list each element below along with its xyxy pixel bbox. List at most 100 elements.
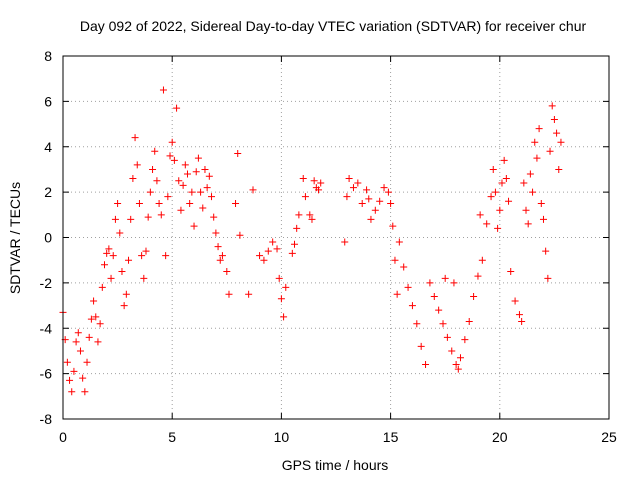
data-point [183, 170, 191, 178]
x-axis-label: GPS time / hours [282, 457, 389, 473]
data-point [151, 147, 159, 155]
data-point [181, 161, 189, 169]
data-point [232, 199, 240, 207]
data-point [273, 245, 281, 253]
data-point [456, 354, 464, 362]
data-point [157, 211, 165, 219]
data-point [194, 154, 202, 162]
data-point [125, 256, 133, 264]
data-point [223, 268, 231, 276]
data-point [363, 186, 371, 194]
data-point [66, 376, 74, 384]
data-point [387, 199, 395, 207]
data-point [476, 211, 484, 219]
data-point [76, 347, 84, 355]
data-point [214, 243, 222, 251]
data-point [389, 222, 397, 230]
data-point [533, 154, 541, 162]
data-point [138, 252, 146, 260]
data-point [341, 238, 349, 246]
data-point [116, 229, 124, 237]
data-point [131, 134, 139, 142]
x-tick-label: 20 [492, 429, 508, 445]
data-point [203, 184, 211, 192]
x-tick-label: 10 [274, 429, 290, 445]
data-point [186, 199, 194, 207]
data-point [315, 186, 323, 194]
data-point [111, 215, 119, 223]
data-point [170, 156, 178, 164]
data-point [384, 188, 392, 196]
data-point [201, 165, 209, 173]
data-point [85, 333, 93, 341]
data-point [299, 175, 307, 183]
data-point [68, 388, 76, 396]
data-point [489, 165, 497, 173]
data-point [494, 224, 502, 232]
y-tick-label: -4 [40, 320, 53, 336]
data-point [295, 211, 303, 219]
data-point [345, 175, 353, 183]
data-point [72, 338, 80, 346]
data-point [225, 290, 233, 298]
data-point [81, 388, 89, 396]
data-point [144, 213, 152, 221]
x-tick-label: 0 [59, 429, 67, 445]
x-tick-label: 5 [168, 429, 176, 445]
y-tick-label: 6 [44, 93, 52, 109]
data-point [544, 274, 552, 282]
data-point [470, 292, 478, 300]
data-point [393, 290, 401, 298]
data-point [166, 152, 174, 160]
data-point [140, 274, 148, 282]
data-point [308, 215, 316, 223]
data-point [74, 329, 82, 337]
data-point [518, 317, 526, 325]
data-point [173, 104, 181, 112]
data-point [105, 245, 113, 253]
data-point [548, 102, 556, 110]
data-point [96, 320, 104, 328]
data-point [87, 315, 95, 323]
data-point [153, 177, 161, 185]
data-point [461, 336, 469, 344]
y-tick-label: 0 [44, 230, 52, 246]
data-point [260, 256, 268, 264]
data-point [417, 342, 425, 350]
data-point [190, 222, 198, 230]
data-point [435, 306, 443, 314]
data-point [511, 297, 519, 305]
data-point [395, 238, 403, 246]
data-point [391, 256, 399, 264]
y-tick-label: -2 [40, 275, 53, 291]
data-point [422, 361, 430, 369]
y-tick-label: 4 [44, 139, 52, 155]
data-point [212, 229, 220, 237]
x-tick-label: 25 [601, 429, 617, 445]
chart-title: Day 092 of 2022, Sidereal Day-to-day VTE… [80, 18, 587, 34]
data-point [245, 290, 253, 298]
y-tick-label: -8 [40, 411, 53, 427]
data-point [146, 188, 154, 196]
data-point [216, 256, 224, 264]
data-point [264, 247, 272, 255]
data-point [555, 165, 563, 173]
data-point [103, 249, 111, 257]
data-point [83, 358, 91, 366]
data-point [249, 186, 257, 194]
data-point [539, 215, 547, 223]
data-point [349, 184, 357, 192]
data-point [498, 179, 506, 187]
data-point [122, 290, 130, 298]
data-point [487, 193, 495, 201]
y-tick-label: 2 [44, 184, 52, 200]
data-point [535, 125, 543, 133]
data-point [557, 138, 565, 146]
data-point [291, 240, 299, 248]
data-point [98, 283, 106, 291]
data-point [454, 365, 462, 373]
data-point [478, 256, 486, 264]
data-point [520, 179, 528, 187]
data-point [310, 177, 318, 185]
data-point [542, 247, 550, 255]
